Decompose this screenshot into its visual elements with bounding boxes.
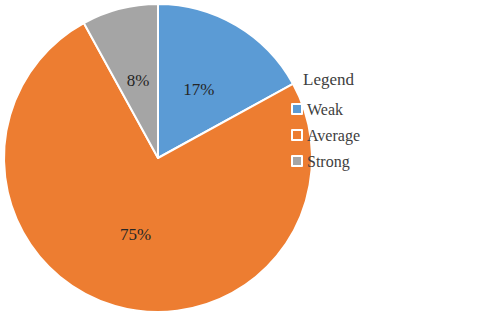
svg-text:Average: Average	[307, 127, 360, 145]
svg-text:75%: 75%	[120, 225, 151, 244]
svg-text:Weak: Weak	[307, 101, 343, 118]
svg-text:Legend: Legend	[303, 70, 354, 89]
svg-text:8%: 8%	[127, 71, 150, 90]
svg-text:17%: 17%	[183, 80, 214, 99]
svg-text:Strong: Strong	[307, 153, 350, 171]
